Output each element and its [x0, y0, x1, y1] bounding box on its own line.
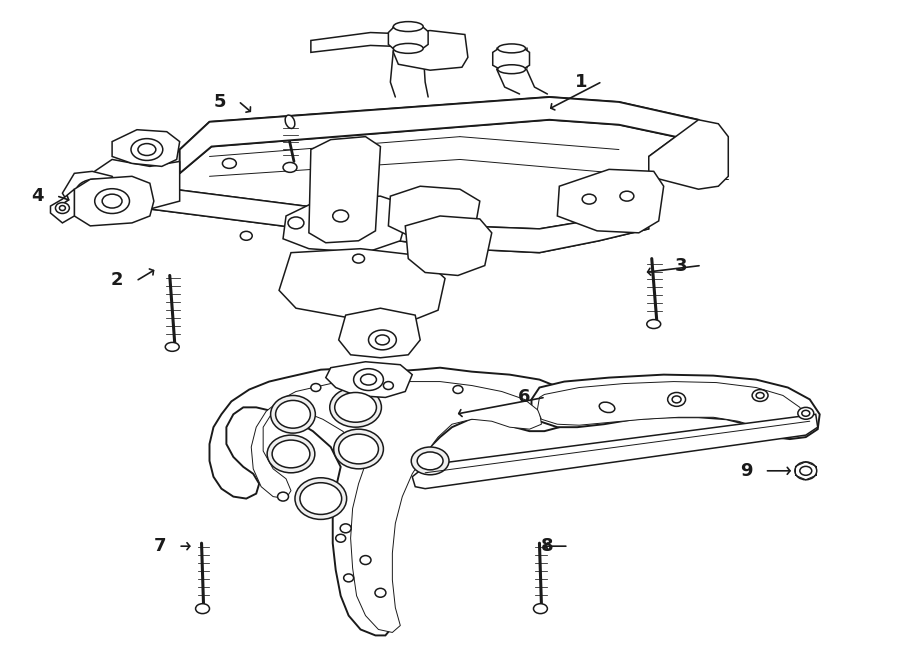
Ellipse shape [275, 401, 310, 428]
Ellipse shape [334, 429, 383, 469]
Ellipse shape [222, 158, 237, 168]
Ellipse shape [413, 224, 428, 234]
Polygon shape [62, 171, 122, 216]
Ellipse shape [335, 393, 376, 422]
Polygon shape [87, 160, 180, 219]
Text: 3: 3 [674, 257, 687, 275]
Polygon shape [150, 186, 649, 253]
Polygon shape [412, 414, 818, 489]
Ellipse shape [271, 395, 315, 433]
Polygon shape [557, 169, 663, 233]
Ellipse shape [383, 381, 393, 389]
Polygon shape [112, 130, 180, 166]
Polygon shape [326, 361, 412, 397]
Text: 6: 6 [518, 389, 531, 406]
Ellipse shape [329, 387, 382, 427]
Ellipse shape [360, 555, 371, 565]
Ellipse shape [277, 492, 289, 501]
Ellipse shape [344, 574, 354, 582]
Ellipse shape [448, 221, 462, 231]
Polygon shape [283, 196, 410, 253]
Text: 2: 2 [111, 271, 123, 289]
Ellipse shape [84, 185, 105, 201]
Polygon shape [279, 249, 445, 322]
Ellipse shape [361, 374, 376, 385]
Ellipse shape [138, 144, 156, 156]
Text: 5: 5 [213, 93, 226, 111]
Ellipse shape [94, 189, 130, 213]
Ellipse shape [131, 138, 163, 160]
Ellipse shape [802, 410, 810, 416]
Polygon shape [251, 381, 542, 632]
Ellipse shape [756, 393, 764, 399]
Ellipse shape [498, 65, 526, 73]
Polygon shape [389, 24, 428, 50]
Ellipse shape [375, 335, 390, 345]
Ellipse shape [300, 483, 342, 514]
Ellipse shape [672, 396, 681, 403]
Ellipse shape [800, 466, 812, 475]
Ellipse shape [647, 320, 661, 328]
Ellipse shape [283, 162, 297, 172]
Ellipse shape [272, 440, 310, 468]
Polygon shape [393, 30, 468, 70]
Ellipse shape [393, 44, 423, 54]
Text: 1: 1 [575, 73, 588, 91]
Ellipse shape [418, 452, 443, 470]
Ellipse shape [411, 447, 449, 475]
Ellipse shape [59, 206, 66, 211]
Ellipse shape [76, 179, 113, 207]
Text: 8: 8 [541, 537, 554, 555]
Ellipse shape [103, 194, 122, 208]
Ellipse shape [534, 604, 547, 614]
Polygon shape [532, 375, 820, 439]
Ellipse shape [668, 393, 686, 406]
Ellipse shape [310, 383, 320, 391]
Ellipse shape [498, 44, 526, 53]
Ellipse shape [56, 203, 69, 213]
Ellipse shape [295, 478, 346, 520]
Ellipse shape [240, 231, 252, 240]
Polygon shape [389, 186, 480, 239]
Text: 4: 4 [32, 187, 44, 205]
Polygon shape [492, 46, 529, 70]
Ellipse shape [353, 254, 364, 263]
Polygon shape [210, 367, 572, 636]
Polygon shape [649, 120, 728, 189]
Polygon shape [309, 136, 381, 243]
Text: 9: 9 [740, 462, 752, 480]
Polygon shape [50, 189, 75, 223]
Ellipse shape [354, 369, 383, 391]
Ellipse shape [195, 604, 210, 614]
Ellipse shape [599, 402, 615, 412]
Ellipse shape [368, 330, 396, 350]
Ellipse shape [795, 462, 816, 480]
Ellipse shape [288, 217, 304, 229]
Polygon shape [180, 97, 698, 173]
Ellipse shape [797, 407, 814, 419]
Polygon shape [75, 176, 154, 226]
Ellipse shape [752, 389, 768, 401]
Ellipse shape [340, 524, 351, 533]
Ellipse shape [285, 115, 295, 128]
Polygon shape [537, 381, 806, 435]
Ellipse shape [453, 385, 463, 393]
Polygon shape [405, 216, 491, 275]
Ellipse shape [338, 434, 378, 464]
Ellipse shape [620, 191, 634, 201]
Ellipse shape [375, 589, 386, 597]
Polygon shape [338, 308, 420, 357]
Ellipse shape [333, 210, 348, 222]
Ellipse shape [582, 194, 596, 204]
Ellipse shape [336, 534, 346, 542]
Polygon shape [310, 32, 430, 52]
Text: 7: 7 [154, 537, 166, 555]
Ellipse shape [166, 342, 179, 352]
Ellipse shape [267, 435, 315, 473]
Ellipse shape [393, 22, 423, 32]
